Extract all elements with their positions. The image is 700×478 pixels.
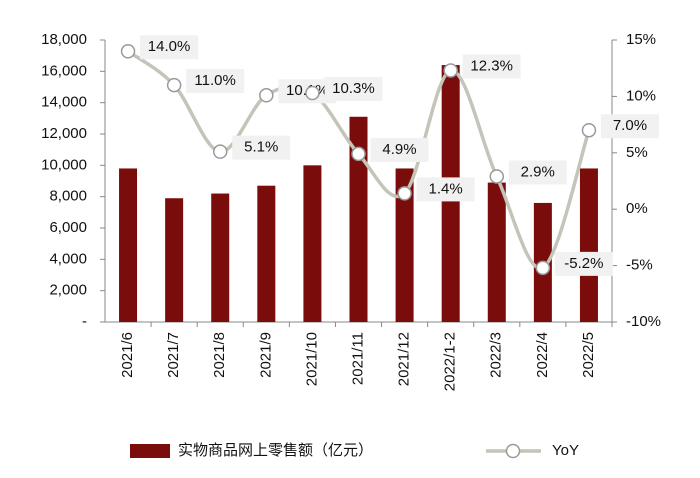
x-tick-label: 2021/7 xyxy=(165,332,182,378)
data-label: 1.4% xyxy=(428,180,462,197)
bar xyxy=(303,165,322,322)
x-tick-label: 2021/11 xyxy=(349,332,366,385)
data-label: 14.0% xyxy=(148,38,191,55)
y-tick-label: 14,000 xyxy=(41,94,87,111)
x-tick-label: 2022/1-2 xyxy=(442,332,459,391)
y2-tick-label: 0% xyxy=(626,200,648,217)
y-tick-label: 12,000 xyxy=(41,125,87,142)
y-tick-label: 6,000 xyxy=(49,219,87,236)
bar xyxy=(119,168,138,322)
data-label: 5.1% xyxy=(244,139,278,156)
bar xyxy=(211,193,230,322)
x-tick-label: 2022/4 xyxy=(534,332,551,378)
legend-swatch xyxy=(505,443,521,459)
data-label-bg xyxy=(324,77,383,102)
y-tick-label: 16,000 xyxy=(41,62,87,79)
line-point xyxy=(259,88,274,103)
bar xyxy=(257,185,276,322)
x-tick-label: 2022/5 xyxy=(580,332,597,378)
y2-tick-label: -5% xyxy=(626,257,653,274)
y-tick-label: 8,000 xyxy=(49,188,87,205)
data-label-bg xyxy=(554,251,613,276)
y-tick-label: 18,000 xyxy=(41,31,87,48)
y2-tick-label: 10% xyxy=(626,87,656,104)
data-label-bg xyxy=(600,114,659,139)
bar xyxy=(165,198,184,322)
x-tick-label: 2021/10 xyxy=(303,332,320,386)
y2-tick-label: 15% xyxy=(626,31,656,48)
bar xyxy=(487,182,506,322)
x-tick-label: 2021/12 xyxy=(396,332,413,386)
data-label-bg xyxy=(232,135,291,160)
data-label-bg xyxy=(508,160,567,185)
data-label-bg xyxy=(186,69,245,94)
data-label: 12.3% xyxy=(470,57,513,74)
data-label: 7.0% xyxy=(613,117,647,134)
bar xyxy=(579,168,598,322)
bar xyxy=(349,116,368,323)
x-tick-label: 2022/3 xyxy=(488,332,505,378)
line-point xyxy=(120,44,136,59)
y2-tick-label: 5% xyxy=(626,144,648,161)
data-label: -5.2% xyxy=(564,255,603,272)
line-point xyxy=(489,169,505,184)
line-point xyxy=(166,77,182,93)
data-label-bg xyxy=(140,35,199,60)
legend-label: 实物商品网上零售额（亿元） xyxy=(178,442,373,459)
line-point xyxy=(351,146,366,162)
y-tick-label: - xyxy=(82,313,87,330)
data-label-bg xyxy=(416,177,475,202)
line-point xyxy=(535,260,551,276)
data-label-bg xyxy=(462,54,521,79)
bar xyxy=(395,168,414,322)
data-label: 2.9% xyxy=(521,163,555,180)
data-label: 10.3% xyxy=(332,80,375,97)
y-tick-label: 10,000 xyxy=(41,156,87,173)
x-tick-label: 2021/9 xyxy=(257,332,274,378)
legend-label: YoY xyxy=(552,442,579,459)
x-tick-label: 2021/8 xyxy=(211,332,228,378)
data-label: 11.0% xyxy=(194,72,235,89)
line-point xyxy=(397,186,412,201)
y2-tick-label: -10% xyxy=(626,313,661,330)
data-label-bg xyxy=(370,137,429,162)
line-point xyxy=(212,144,228,159)
line-point xyxy=(305,85,320,101)
line-point xyxy=(581,122,597,138)
y-tick-label: 2,000 xyxy=(49,282,87,299)
y-tick-label: 4,000 xyxy=(49,250,87,267)
data-label: 4.9% xyxy=(382,141,416,158)
legend-swatch xyxy=(130,444,170,458)
line-point xyxy=(443,63,458,78)
x-tick-label: 2021/6 xyxy=(119,332,136,378)
